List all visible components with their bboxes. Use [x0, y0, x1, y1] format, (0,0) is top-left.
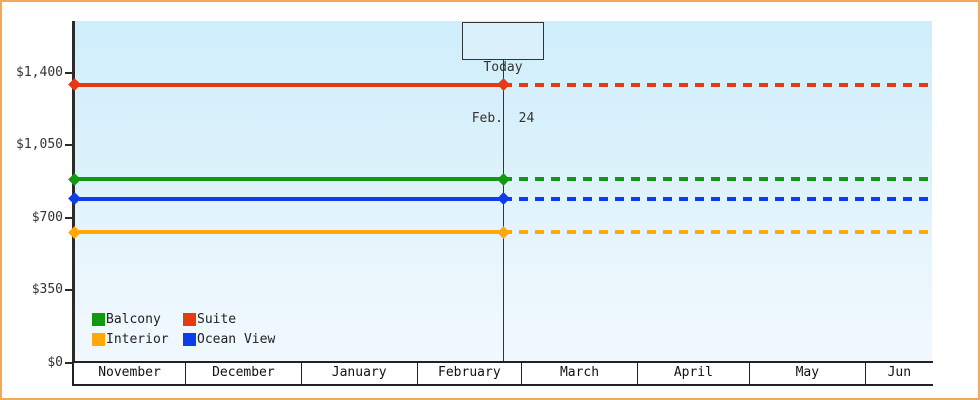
y-tick: [65, 144, 72, 146]
y-tick-label: $1,400: [16, 64, 63, 80]
series-projection-ocean-view: [503, 196, 932, 201]
legend-label-balcony: Balcony: [106, 312, 161, 327]
y-tick: [65, 71, 72, 74]
x-axis-months: November December January February March Apri…: [72, 361, 933, 386]
legend: Balcony Suite Interior Ocean View: [92, 312, 276, 347]
legend-item-balcony: Balcony: [92, 312, 183, 327]
legend-item-suite: Suite: [183, 312, 275, 327]
y-tick-label: $1,050: [16, 137, 63, 152]
ocean-view-swatch-icon: [183, 333, 196, 346]
suite-swatch-icon: [183, 313, 196, 326]
today-date: Feb. 24: [471, 111, 535, 126]
series-line-ocean-view: [74, 196, 503, 201]
y-tick: [65, 361, 72, 364]
legend-label-ocean-view: Ocean View: [197, 332, 276, 347]
interior-swatch-icon: [92, 333, 105, 346]
series-line-suite: [74, 82, 503, 87]
series-projection-balcony: [503, 177, 932, 182]
today-label-box: Today Feb. 24: [462, 22, 544, 126]
series-projection-suite: [503, 82, 932, 87]
month-cell-jun: Jun: [887, 365, 912, 380]
y-tick-label: $700: [31, 209, 63, 225]
month-cell-march: March: [522, 363, 638, 384]
today-label: Today: [483, 60, 523, 75]
month-cell-february: February: [418, 363, 523, 384]
balcony-swatch-icon: [92, 313, 105, 326]
y-tick-label: $350: [31, 282, 63, 297]
series-line-balcony: [74, 177, 503, 182]
month-cell-january: January: [302, 363, 418, 384]
y-tick-label: $0: [47, 354, 63, 370]
legend-label-suite: Suite: [197, 312, 237, 327]
series-projection-interior: [503, 230, 932, 234]
series-line-interior: [74, 230, 503, 234]
today-line: [503, 60, 504, 361]
month-cell-may: May: [750, 363, 866, 384]
y-tick: [65, 289, 72, 291]
legend-label-interior: Interior: [106, 332, 169, 347]
month-cell-november: November: [74, 363, 187, 384]
month-cell-april: April: [638, 363, 750, 384]
legend-item-interior: Interior: [92, 332, 183, 347]
legend-item-ocean-view: Ocean View: [183, 332, 276, 347]
month-cell-december: December: [186, 363, 302, 384]
y-tick: [65, 216, 72, 219]
